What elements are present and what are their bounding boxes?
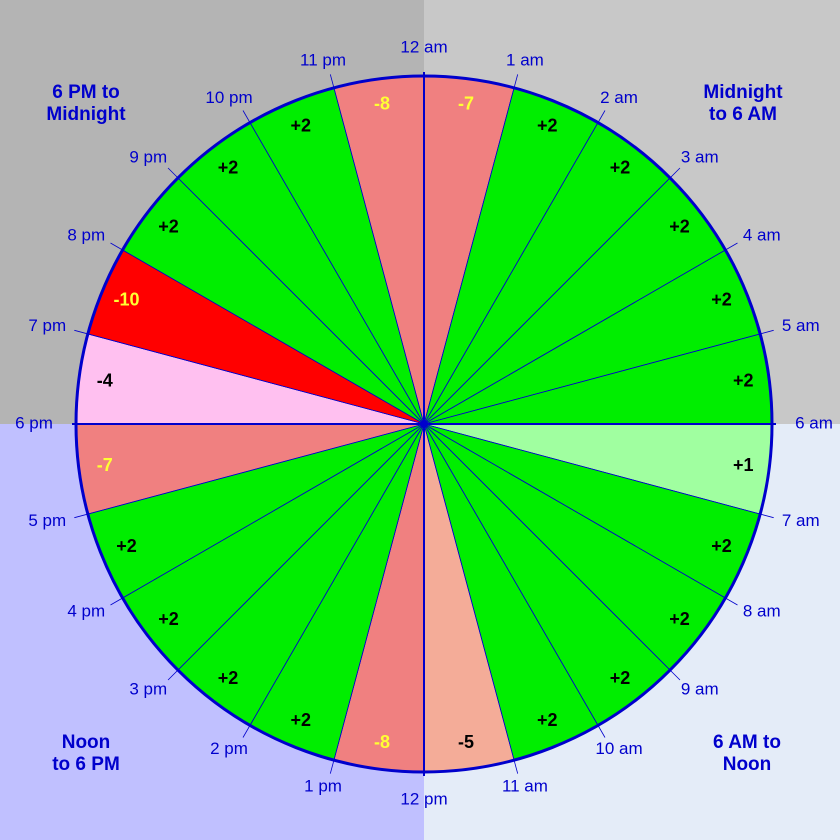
hour-tick [423,423,606,738]
center-dot [420,420,428,428]
segment-value: -8 [374,732,390,752]
segment-value: -10 [114,290,140,310]
hour-label: 4 am [743,225,781,244]
hour-label: 7 am [782,511,820,530]
hour-tick [242,423,425,738]
hour-tick [110,423,425,606]
hour-label: 9 am [681,679,719,698]
hour-label: 3 pm [129,679,167,698]
hour-tick [423,110,606,425]
quadrant-label: Noon [62,732,111,753]
hour-label: 12 am [400,37,447,56]
hour-label: 1 pm [304,777,342,796]
segment-value: +2 [610,157,631,177]
hour-label: 2 pm [210,739,248,758]
segment-value: +2 [291,710,312,730]
quadrant-label: 6 AM to [713,732,781,753]
quadrant-label: to 6 PM [52,754,120,775]
hour-label: 5 pm [28,511,66,530]
segment-value: +2 [537,115,558,135]
segment-value: +2 [711,290,732,310]
hour-label: 10 am [595,739,642,758]
hour-tick [167,167,425,425]
segment-value: -4 [97,371,113,391]
segment-value: +2 [218,668,239,688]
segment-value: -8 [374,94,390,114]
segment-value: +2 [158,609,179,629]
hour-tick [329,423,425,774]
segment-value: +2 [158,217,179,237]
quadrant-label: Midnight [46,104,126,125]
hour-label: 4 pm [67,601,105,620]
hour-label: 8 am [743,601,781,620]
quadrant-label: to 6 AM [709,104,777,125]
wheel-rim [74,74,774,774]
hour-label: 2 am [600,88,638,107]
quadrant-label: Noon [723,754,772,775]
segment-value: +2 [669,609,690,629]
segment-value: +2 [610,668,631,688]
hour-tick [423,423,774,519]
hour-label: 12 pm [400,789,447,808]
quadrant-label: 6 PM to [52,82,120,103]
segment-value: -7 [458,94,474,114]
quadrant-label: Midnight [703,82,783,103]
segment-value: -5 [458,732,474,752]
segment-value: +2 [116,536,137,556]
segment-value: +2 [669,217,690,237]
segment-value: +2 [537,710,558,730]
segment-value: +1 [733,455,754,475]
hour-label: 5 am [782,316,820,335]
hour-tick [329,74,425,425]
segment-value: +2 [291,115,312,135]
hour-tick [167,423,425,681]
hour-tick [423,423,681,681]
hour-label: 7 pm [28,316,66,335]
hour-tick [242,110,425,425]
hour-label: 6 am [795,413,833,432]
segment-value: -7 [97,455,113,475]
hour-tick [423,74,519,425]
hour-tick [423,329,774,425]
segment-value: +2 [218,157,239,177]
hour-tick [423,242,738,425]
hour-label: 6 pm [15,413,53,432]
hour-tick [423,167,681,425]
hour-label: 9 pm [129,148,167,167]
segment-value: +2 [711,536,732,556]
segment-value: +2 [733,371,754,391]
hour-tick [423,423,519,774]
hour-label: 10 pm [205,88,252,107]
hour-label: 11 pm [300,50,346,69]
hour-tick [74,423,425,519]
hour-tick [74,329,425,425]
hour-tick [423,423,738,606]
hour-label: 11 am [502,777,548,796]
hour-label: 3 am [681,148,719,167]
hour-label: 8 pm [67,225,105,244]
hour-tick [110,242,425,425]
hour-label: 1 am [506,50,544,69]
